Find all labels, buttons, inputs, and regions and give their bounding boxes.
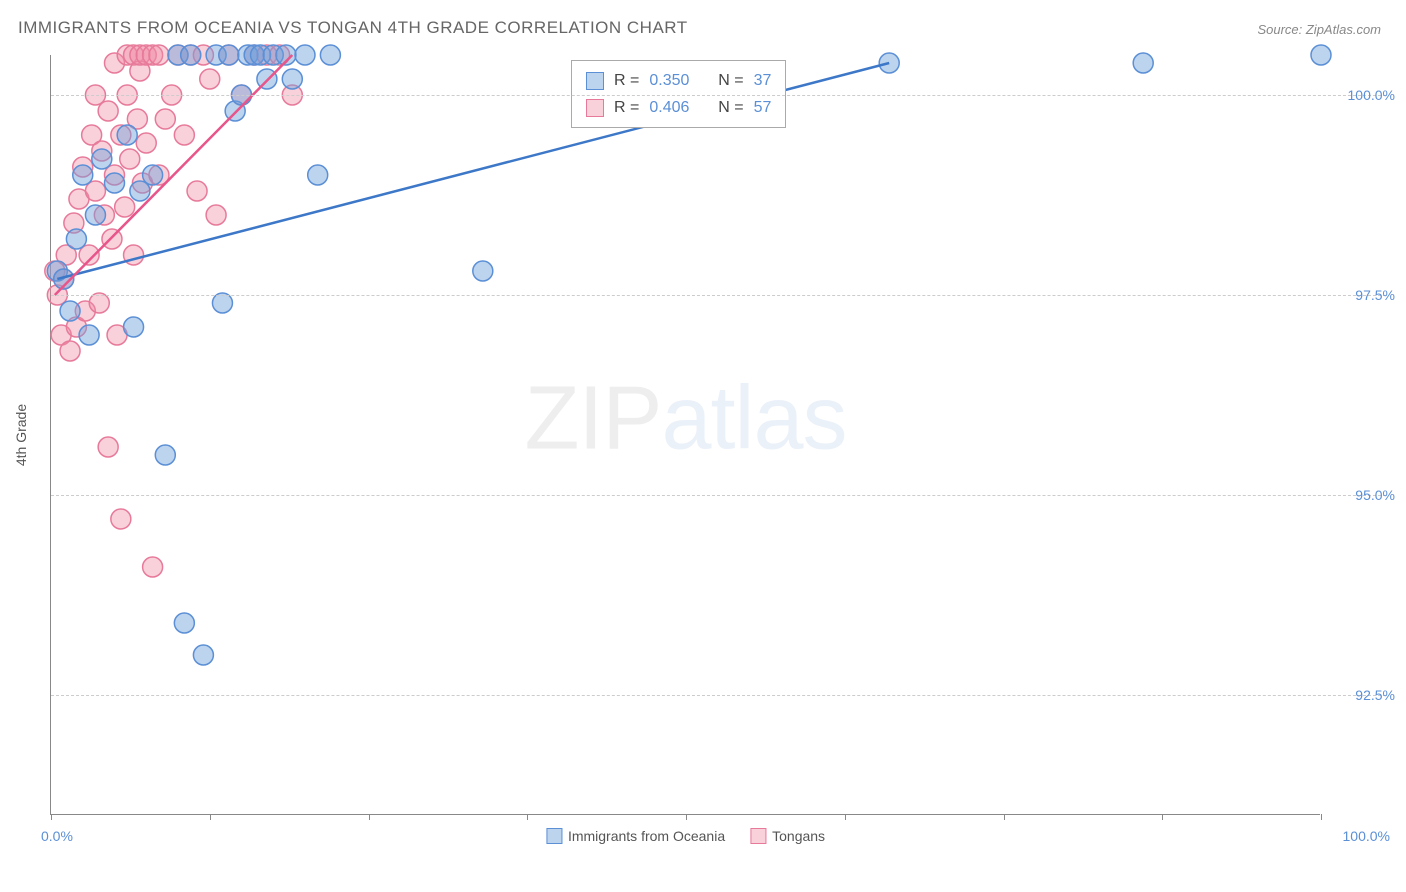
- data-point: [1133, 53, 1153, 73]
- data-point: [66, 229, 86, 249]
- data-point: [212, 293, 232, 313]
- x-tick: [845, 814, 846, 820]
- y-tick-label: 95.0%: [1335, 487, 1395, 503]
- data-point: [295, 45, 315, 65]
- gridline: [51, 95, 1386, 96]
- data-point: [120, 149, 140, 169]
- data-point: [187, 181, 207, 201]
- data-point: [136, 133, 156, 153]
- data-point: [143, 557, 163, 577]
- data-point: [98, 437, 118, 457]
- data-point: [60, 301, 80, 321]
- legend-swatch-a: [546, 828, 562, 844]
- y-tick-label: 97.5%: [1335, 287, 1395, 303]
- data-point: [111, 509, 131, 529]
- data-point: [200, 69, 220, 89]
- data-point: [155, 445, 175, 465]
- legend-bottom: Immigrants from Oceania Tongans: [546, 828, 825, 844]
- source-attribution: Source: ZipAtlas.com: [1257, 22, 1381, 37]
- data-point: [155, 109, 175, 129]
- stats-row-series-b: R = 0.406 N = 57: [586, 94, 771, 121]
- x-tick: [369, 814, 370, 820]
- data-point: [79, 325, 99, 345]
- chart-title: IMMIGRANTS FROM OCEANIA VS TONGAN 4TH GR…: [18, 18, 688, 38]
- legend-item-series-b: Tongans: [750, 828, 825, 844]
- data-point: [149, 45, 169, 65]
- data-point: [89, 293, 109, 313]
- y-tick-label: 92.5%: [1335, 687, 1395, 703]
- data-point: [124, 317, 144, 337]
- correlation-chart: IMMIGRANTS FROM OCEANIA VS TONGAN 4TH GR…: [0, 0, 1406, 892]
- swatch-series-b: [586, 99, 604, 117]
- data-point: [219, 45, 239, 65]
- x-tick: [1004, 814, 1005, 820]
- data-point: [85, 205, 105, 225]
- data-point: [320, 45, 340, 65]
- legend-swatch-b: [750, 828, 766, 844]
- gridline: [51, 495, 1386, 496]
- gridline: [51, 695, 1386, 696]
- x-tick: [1321, 814, 1322, 820]
- plot-svg: [51, 55, 1320, 814]
- data-point: [193, 645, 213, 665]
- data-point: [115, 197, 135, 217]
- legend-item-series-a: Immigrants from Oceania: [546, 828, 725, 844]
- x-axis-label-max: 100.0%: [1343, 828, 1390, 844]
- swatch-series-a: [586, 72, 604, 90]
- data-point: [181, 45, 201, 65]
- x-axis-label-min: 0.0%: [41, 828, 73, 844]
- gridline: [51, 295, 1386, 296]
- data-point: [174, 613, 194, 633]
- data-point: [174, 125, 194, 145]
- x-tick: [210, 814, 211, 820]
- x-tick: [1162, 814, 1163, 820]
- data-point: [143, 165, 163, 185]
- data-point: [105, 173, 125, 193]
- data-point: [60, 341, 80, 361]
- data-point: [308, 165, 328, 185]
- data-point: [98, 101, 118, 121]
- plot-area: 4th Grade ZIPatlas R = 0.350 N = 37 R = …: [50, 55, 1320, 815]
- data-point: [206, 205, 226, 225]
- x-tick: [527, 814, 528, 820]
- stats-row-series-a: R = 0.350 N = 37: [586, 67, 771, 94]
- data-point: [1311, 45, 1331, 65]
- y-tick-label: 100.0%: [1335, 87, 1395, 103]
- x-tick: [686, 814, 687, 820]
- data-point: [73, 165, 93, 185]
- data-point: [282, 69, 302, 89]
- data-point: [92, 149, 112, 169]
- x-tick: [51, 814, 52, 820]
- data-point: [473, 261, 493, 281]
- data-point: [117, 125, 137, 145]
- y-axis-title: 4th Grade: [13, 403, 29, 465]
